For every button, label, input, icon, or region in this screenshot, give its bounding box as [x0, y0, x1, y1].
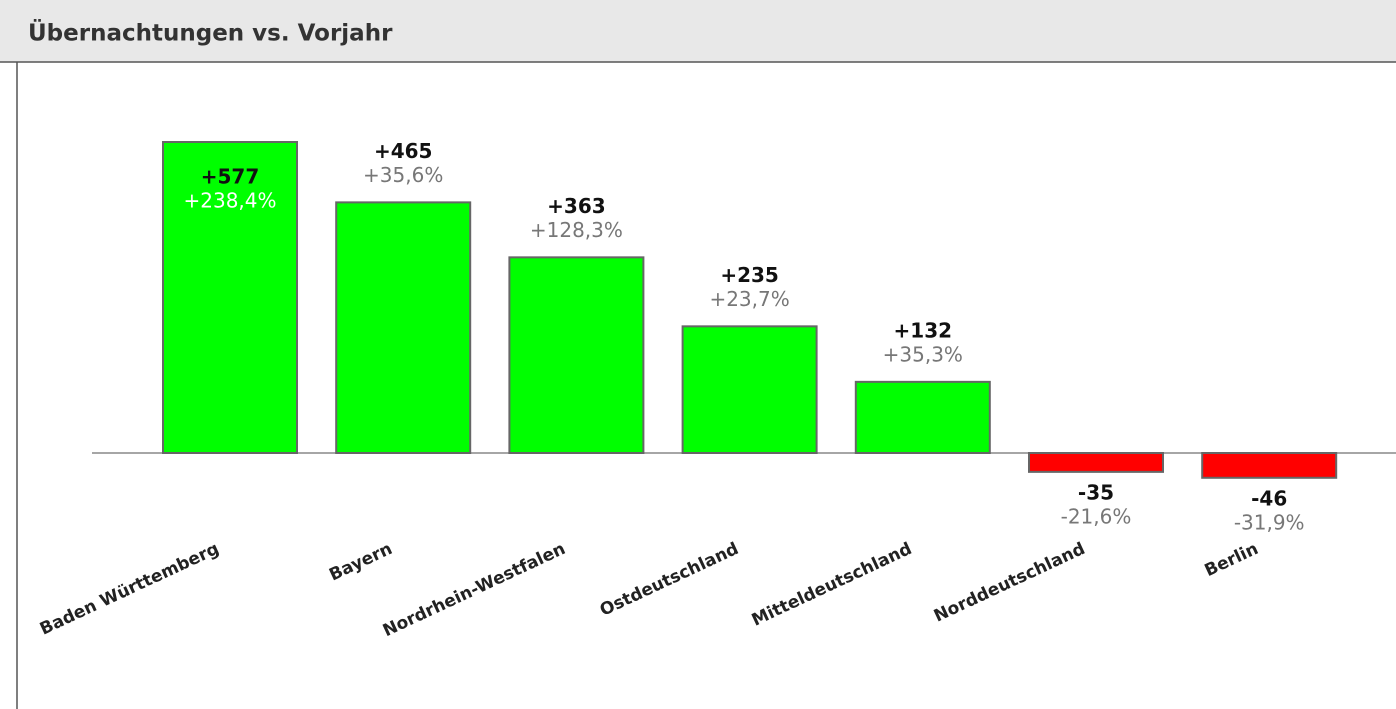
percent-label: +23,7% [709, 287, 789, 311]
bar [854, 380, 991, 455]
value-label: -46 [1251, 486, 1287, 510]
bar [681, 325, 818, 454]
category-label: Berlin [1202, 539, 1262, 581]
category-label: Norddeutschland [931, 539, 1088, 627]
value-label: -35 [1078, 480, 1114, 504]
percent-label: +35,3% [883, 342, 963, 366]
percent-label: +238,4% [183, 189, 276, 213]
category-label: Nordrhein-Westfalen [380, 539, 569, 641]
header-bar [0, 0, 1396, 62]
bar [162, 141, 298, 454]
category-label: Mitteldeutschland [749, 539, 915, 631]
value-label: +465 [374, 139, 433, 163]
value-label: +577 [201, 165, 260, 189]
value-label: +132 [894, 318, 953, 342]
bar [1028, 452, 1164, 473]
chart-title: Übernachtungen vs. Vorjahr [28, 19, 393, 47]
bar [508, 256, 645, 454]
value-label: +363 [547, 194, 606, 218]
percent-label: -31,9% [1234, 510, 1305, 534]
percent-label: +128,3% [530, 218, 623, 242]
value-label: +235 [720, 263, 779, 287]
bar [1201, 452, 1338, 479]
percent-label: -21,6% [1061, 504, 1132, 528]
percent-label: +35,6% [363, 163, 443, 187]
category-label: Bayern [326, 539, 395, 585]
bar [335, 201, 472, 454]
category-label: Ostdeutschland [597, 539, 742, 621]
category-label: Baden Württemberg [37, 539, 222, 640]
